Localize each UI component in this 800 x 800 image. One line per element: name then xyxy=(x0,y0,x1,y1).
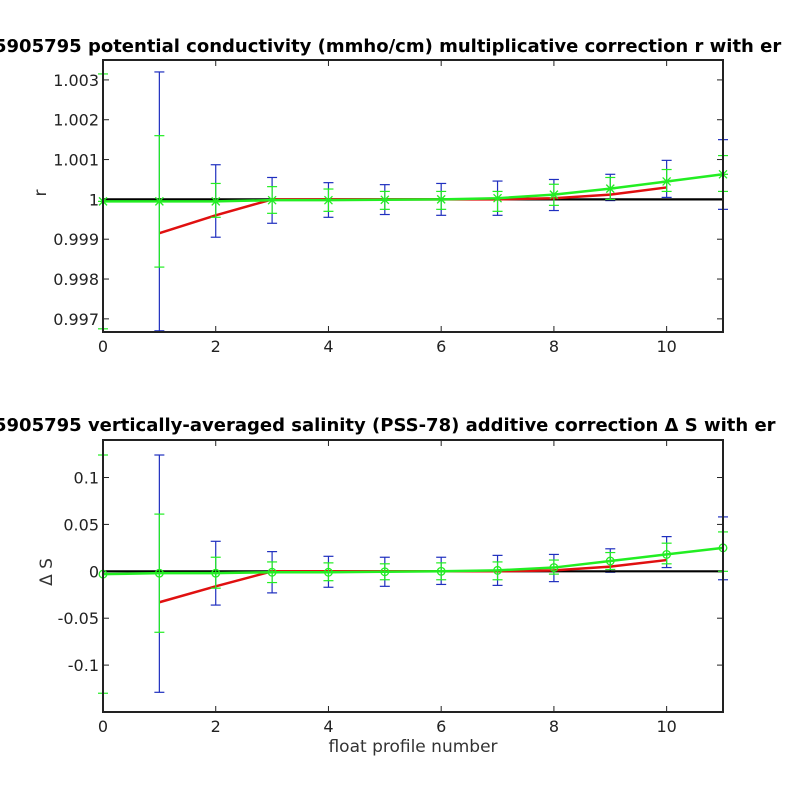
y-tick-label: 0.999 xyxy=(53,230,99,249)
axes-frame xyxy=(102,439,724,713)
panel-title: 5905795 vertically-averaged salinity (PS… xyxy=(0,415,776,436)
final-correction-line xyxy=(103,173,724,203)
data-point-marker xyxy=(605,556,615,566)
y-tick-label: 1.001 xyxy=(53,151,99,170)
axes-frame xyxy=(102,59,724,333)
data-point-marker xyxy=(662,549,672,559)
data-point-marker xyxy=(211,568,221,578)
x-tick-label: 0 xyxy=(98,717,108,736)
plot-area: 0.997 0.998 0.999 1 1.001 1.002 1.003 0 2 4 6 8 10 xyxy=(53,60,728,356)
y-axis-label: r xyxy=(31,190,51,197)
x-tick-label: 6 xyxy=(436,337,446,356)
y-tick-label: 0.1 xyxy=(74,469,99,488)
y-tick-label: 1 xyxy=(89,190,99,209)
salinity-correction-panel: 5905795 vertically-averaged salinity (PS… xyxy=(0,415,776,757)
data-point-marker xyxy=(324,567,333,577)
x-tick-label: 0 xyxy=(98,337,108,356)
final-correction-line xyxy=(102,546,724,576)
x-tick-label: 10 xyxy=(656,717,676,736)
y-tick-label: 0.997 xyxy=(53,310,99,329)
x-tick-label: 4 xyxy=(323,717,333,736)
data-point-marker xyxy=(154,568,164,578)
x-tick-label: 6 xyxy=(436,717,446,736)
y-tick-label: 0.05 xyxy=(63,515,99,534)
x-tick-label: 10 xyxy=(656,337,676,356)
panel-title: 5905795 potential conductivity (mmho/cm)… xyxy=(0,36,781,57)
y-tick-label: 0.998 xyxy=(53,270,99,289)
y-tick-label: -0.1 xyxy=(68,656,99,675)
x-tick-label: 8 xyxy=(549,337,559,356)
y-tick-label: 1.002 xyxy=(53,111,99,130)
data-point-marker xyxy=(549,563,559,573)
data-point-marker xyxy=(267,567,277,577)
conductivity-correction-panel: 5905795 potential conductivity (mmho/cm)… xyxy=(0,36,781,356)
data-point-marker xyxy=(436,566,446,576)
y-tick-label: 0 xyxy=(89,562,99,581)
data-point-marker xyxy=(493,565,502,575)
y-tick-label: 1.003 xyxy=(53,71,99,90)
x-tick-label: 2 xyxy=(211,337,221,356)
data-point-marker xyxy=(380,567,390,577)
x-tick-label: 4 xyxy=(323,337,333,356)
x-tick-label: 8 xyxy=(549,717,559,736)
y-tick-label: -0.05 xyxy=(58,609,99,628)
x-tick-label: 2 xyxy=(211,717,221,736)
x-axis-label: float profile number xyxy=(328,737,497,757)
y-axis-label: Δ S xyxy=(37,558,57,586)
